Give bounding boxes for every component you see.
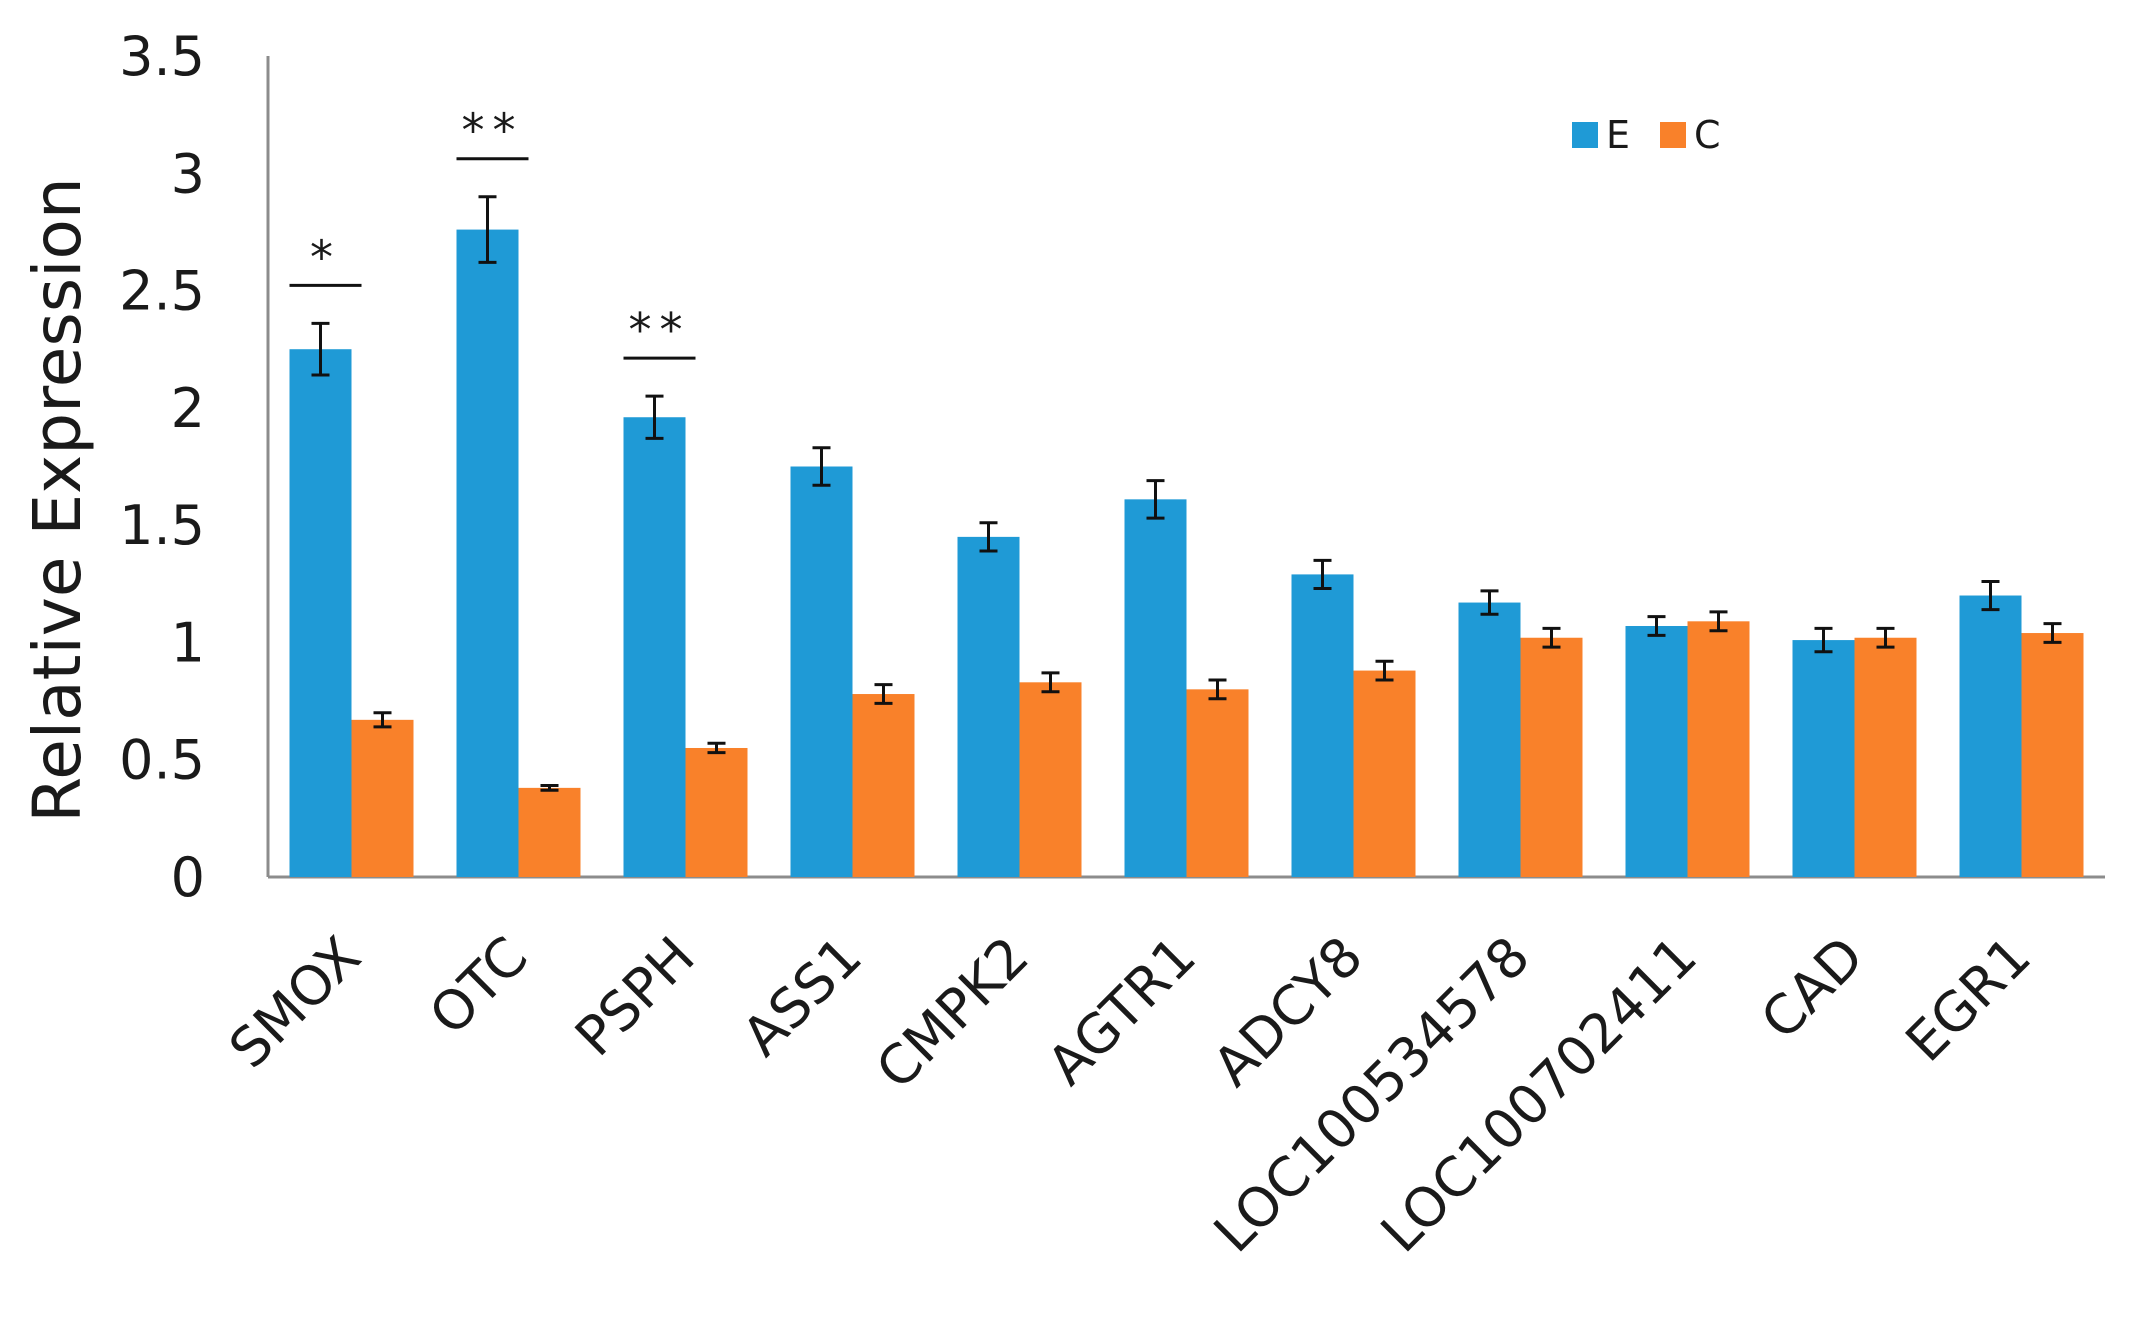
x-tick-label: OTC: [417, 925, 539, 1047]
error-bar-e-smox: [311, 321, 330, 377]
y-tick-label: 0.5: [119, 729, 205, 792]
error-bar-e-egr1: [1981, 579, 2000, 612]
bar-e-adcy8: [1291, 574, 1354, 877]
error-bar-e-cmpk2: [979, 521, 998, 553]
bars: [289, 229, 2084, 877]
significance-label: **: [629, 303, 691, 357]
error-bar-c-ass1: [874, 683, 893, 705]
bar-c-loc100702411: [1687, 621, 1750, 877]
error-bar-e-otc: [478, 195, 497, 264]
error-bar-e-loc100534578: [1480, 589, 1499, 616]
error-bar-c-cmpk2: [1041, 671, 1060, 694]
legend-swatch-e: [1572, 122, 1598, 148]
y-tick-label: 2: [171, 377, 205, 440]
bar-e-loc100702411: [1625, 626, 1688, 877]
error-bar-e-adcy8: [1313, 558, 1332, 590]
y-tick-label: 3: [171, 142, 205, 205]
x-tick-label: CAD: [1749, 925, 1876, 1052]
bar-e-psph: [623, 417, 686, 877]
y-tick-label: 3.5: [119, 25, 205, 88]
error-bar-c-loc100702411: [1709, 610, 1728, 633]
significance-label: **: [462, 104, 524, 158]
error-bar-c-adcy8: [1375, 659, 1394, 682]
x-tick-label: SMOX: [217, 925, 373, 1081]
x-tick-label: ASS1: [730, 925, 873, 1068]
error-bar-c-otc: [540, 784, 559, 792]
y-tick-label: 1.5: [119, 494, 205, 557]
bar-c-agtr1: [1186, 689, 1249, 877]
error-bar-e-ass1: [812, 446, 831, 487]
bar-c-loc100534578: [1520, 637, 1583, 877]
bar-e-egr1: [1959, 595, 2022, 877]
x-tick-label: LOC100702411: [1369, 925, 1709, 1265]
bar-c-adcy8: [1353, 670, 1416, 877]
error-bar-c-loc100534578: [1542, 626, 1561, 649]
bar-e-loc100534578: [1458, 602, 1521, 877]
error-bar-c-egr1: [2043, 622, 2062, 644]
error-bars: [311, 195, 2062, 792]
y-tick-label: 0: [171, 846, 205, 909]
legend-swatch-c: [1660, 122, 1686, 148]
error-bar-c-agtr1: [1208, 678, 1227, 701]
bar-e-cad: [1792, 640, 1855, 877]
bar-c-cad: [1854, 637, 1917, 877]
x-tick-label: AGTR1: [1035, 925, 1207, 1097]
bar-e-ass1: [790, 466, 853, 877]
error-bar-e-cad: [1814, 626, 1833, 654]
x-tick-label: EGR1: [1894, 925, 2043, 1074]
legend: E C: [1572, 113, 1721, 157]
bar-c-otc: [518, 787, 581, 877]
x-tick-label: PSPH: [563, 925, 707, 1069]
y-axis-label: Relative Expression: [19, 177, 96, 822]
y-tick-labels: 0 0.5 1 1.5 2 2.5 3 3.5: [119, 25, 205, 909]
error-bar-e-psph: [645, 394, 664, 440]
y-tick-label: 1: [171, 611, 205, 674]
x-tick-label: LOC100534578: [1202, 925, 1542, 1265]
error-bar-c-cad: [1876, 626, 1895, 649]
x-tick-label: CMPK2: [864, 925, 1041, 1102]
bar-e-smox: [289, 349, 352, 877]
legend-label-c: C: [1694, 113, 1721, 157]
error-bar-c-smox: [373, 711, 392, 729]
bar-e-agtr1: [1124, 499, 1187, 877]
category-labels: SMOX OTC PSPH ASS1CMPK2AGTR1ADCY8LOC1005345…: [217, 925, 2043, 1265]
bar-c-smox: [351, 719, 414, 877]
bar-c-ass1: [852, 694, 915, 877]
error-bar-e-loc100702411: [1647, 615, 1666, 637]
y-tick-label: 2.5: [119, 260, 205, 323]
significance-markers: *****: [289, 104, 696, 360]
error-bar-e-agtr1: [1146, 479, 1165, 520]
error-bar-c-psph: [707, 741, 726, 755]
bar-e-cmpk2: [957, 536, 1020, 877]
significance-label: *: [310, 230, 341, 284]
bar-c-cmpk2: [1019, 682, 1082, 877]
bar-c-psph: [685, 747, 748, 877]
legend-label-e: E: [1606, 113, 1630, 157]
bar-c-egr1: [2021, 633, 2084, 877]
bar-e-otc: [456, 229, 519, 877]
